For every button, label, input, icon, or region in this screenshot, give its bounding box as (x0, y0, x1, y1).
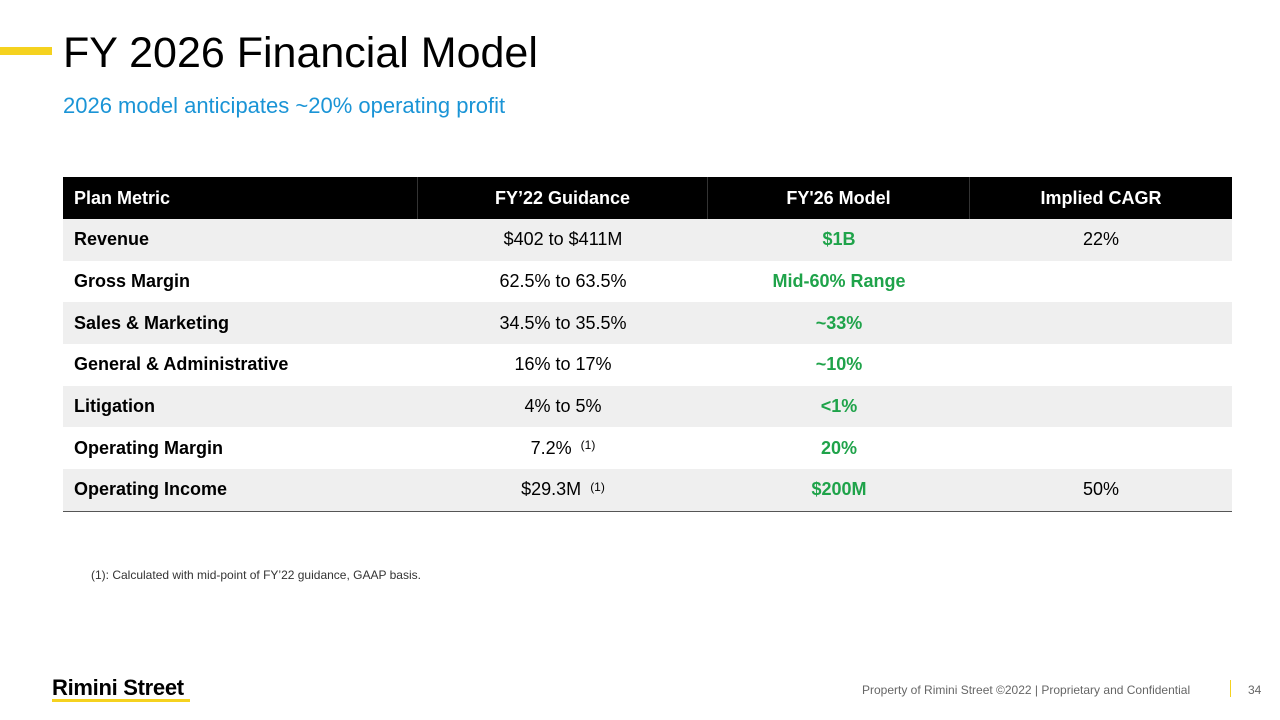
cagr-cell (970, 261, 1232, 303)
financial-model-table: Plan Metric FY’22 Guidance FY'26 Model I… (63, 177, 1232, 512)
metric-cell: Operating Income (74, 479, 228, 500)
footnote-marker: (1) (590, 479, 605, 494)
cagr-cell: 22% (1082, 229, 1120, 250)
model-cell: 20% (820, 437, 858, 458)
table-row: Litigation 4% to 5% <1% (63, 385, 1232, 428)
guidance-cell: 16% to 17% (418, 344, 708, 386)
table-row: Operating Income $29.3M (1) $200M 50% (63, 469, 1232, 511)
footer-separator (1230, 680, 1231, 697)
guidance-value: 62.5% to 63.5% (499, 271, 627, 292)
footer-confidential-text: Property of Rimini Street ©2022 | Propri… (862, 683, 1191, 697)
guidance-cell: 4% to 5% (418, 386, 708, 428)
metric-cell: General & Administrative (74, 354, 289, 375)
metric-cell: Gross Margin (74, 271, 191, 292)
guidance-cell: 34.5% to 35.5% (418, 302, 708, 344)
cagr-cell: 50% (1082, 479, 1120, 500)
slide-title: FY 2026 Financial Model (63, 29, 538, 77)
model-cell: Mid-60% Range (772, 271, 906, 292)
guidance-value: 34.5% to 35.5% (499, 312, 627, 333)
model-cell: $200M (811, 479, 867, 500)
guidance-cell: 62.5% to 63.5% (418, 261, 708, 303)
header-fy26-model: FY'26 Model (708, 177, 970, 219)
header-fy22-guidance: FY’22 Guidance (418, 177, 708, 219)
footnote-marker: (1) (580, 438, 596, 453)
cagr-cell (970, 386, 1232, 428)
cagr-cell (970, 344, 1232, 386)
logo-underline (52, 699, 190, 702)
header-implied-cagr: Implied CAGR (1040, 187, 1162, 208)
cagr-cell (970, 302, 1232, 344)
metric-cell: Operating Margin (74, 437, 224, 458)
guidance-cell: $402 to $411M (418, 219, 708, 261)
table-row: General & Administrative 16% to 17% ~10% (63, 344, 1232, 386)
metric-cell: Sales & Marketing (74, 312, 230, 333)
guidance-value: 16% to 17% (514, 354, 612, 375)
table-row: Revenue $402 to $411M $1B 22% (63, 219, 1232, 261)
guidance-value: $29.3M (521, 479, 582, 500)
cagr-cell (970, 427, 1232, 469)
title-accent-bar (0, 47, 52, 55)
model-cell: ~33% (815, 312, 863, 333)
table-row: Operating Margin 7.2% (1) 20% (63, 427, 1232, 470)
slide-subtitle: 2026 model anticipates ~20% operating pr… (63, 93, 506, 118)
guidance-cell: 7.2% (1) (418, 427, 708, 469)
model-cell: $1B (822, 229, 856, 250)
metric-cell: Litigation (74, 396, 155, 417)
footnote-text: (1): Calculated with mid-point of FY’22 … (91, 568, 421, 582)
guidance-value: $402 to $411M (503, 229, 623, 250)
model-cell: ~10% (815, 354, 863, 375)
metric-cell: Revenue (74, 229, 150, 250)
guidance-value: 7.2% (530, 437, 572, 458)
table-row: Sales & Marketing 34.5% to 35.5% ~33% (63, 302, 1232, 345)
table-row: Gross Margin 62.5% to 63.5% Mid-60% Rang… (63, 260, 1232, 303)
table-header-row: Plan Metric FY’22 Guidance FY'26 Model I… (63, 177, 1232, 219)
model-cell: <1% (820, 396, 858, 417)
company-logo: Rimini Street (52, 675, 184, 700)
guidance-value: 4% to 5% (524, 396, 602, 417)
page-number: 34 (1248, 683, 1262, 697)
header-plan-metric: Plan Metric (63, 177, 418, 219)
guidance-cell: $29.3M (1) (418, 469, 708, 511)
